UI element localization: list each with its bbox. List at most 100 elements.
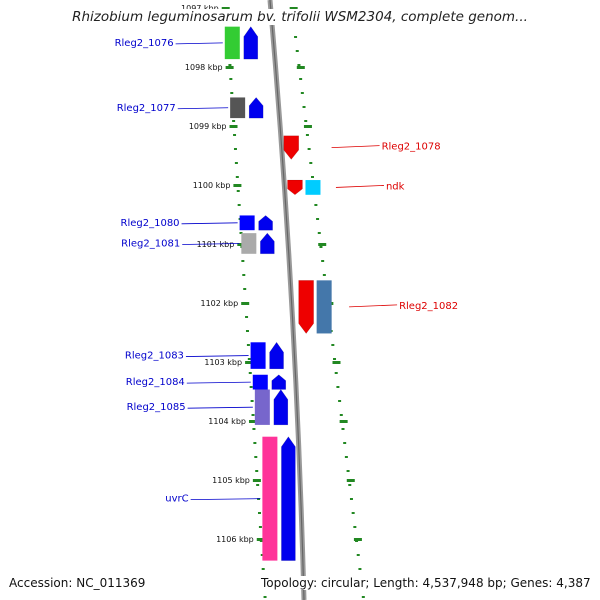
gene-arrow-g1085[interactable]: [273, 388, 289, 426]
tick-left: [221, 7, 230, 10]
gene-product-g1082[interactable]: [316, 280, 332, 334]
guide-dot-right: [321, 260, 325, 262]
gene-product-g1076[interactable]: [224, 26, 240, 60]
guide-dot-left: [255, 470, 259, 472]
gene-product-g1084[interactable]: [252, 374, 268, 390]
gene-product-g1077[interactable]: [230, 97, 246, 119]
guide-dot-right: [353, 526, 357, 528]
guide-dot-right: [310, 176, 314, 178]
gene-arrow-g1081[interactable]: [260, 232, 275, 255]
guide-dot-right: [314, 204, 318, 206]
gene-label-g1081[interactable]: Rleg2_1081: [121, 238, 180, 249]
guide-dot-right: [294, 36, 298, 38]
gene-arrow-guvrC[interactable]: [281, 436, 296, 561]
tick-right: [289, 7, 298, 10]
guide-dot-left: [236, 190, 240, 192]
gene-leader-g1084: [186, 381, 251, 384]
tick-right: [332, 361, 341, 364]
tick-left: [245, 361, 254, 364]
gene-leader-gndk: [335, 185, 384, 188]
tick-right: [318, 243, 327, 246]
guide-dot-left: [253, 442, 257, 444]
guide-dot-right: [307, 148, 311, 150]
guide-dot-right: [358, 568, 362, 570]
guide-dot-left: [245, 316, 249, 318]
tick-left: [233, 184, 242, 187]
gene-product-g1083[interactable]: [250, 342, 266, 369]
guide-dot-left: [248, 372, 252, 374]
guide-dot-left: [260, 554, 264, 556]
guide-dot-right: [346, 470, 350, 472]
guide-dot-left: [228, 64, 232, 66]
gene-label-gndk[interactable]: ndk: [386, 181, 405, 192]
topology-text: Topology: circular; Length: 4,537,948 bp…: [261, 576, 591, 590]
tick-left: [256, 538, 265, 541]
gene-product-g1081[interactable]: [241, 233, 257, 254]
tick-left: [248, 420, 257, 423]
gene-label-g1077[interactable]: Rleg2_1077: [117, 103, 176, 114]
guide-dot-left: [261, 568, 265, 570]
gene-product-g1085[interactable]: [254, 389, 270, 425]
guide-dot-left: [258, 526, 262, 528]
guide-dot-left: [230, 92, 234, 94]
gene-label-g1083[interactable]: Rleg2_1083: [125, 351, 184, 362]
guide-dot-left: [233, 134, 237, 136]
gene-arrow-g1077[interactable]: [248, 96, 264, 119]
guide-dot-left: [257, 512, 261, 514]
guide-dot-left: [234, 162, 238, 164]
guide-dot-right: [316, 218, 320, 220]
tick-right: [296, 66, 305, 69]
tick-right: [303, 125, 312, 128]
accession-text: Accession: NC_011369: [9, 576, 146, 590]
tick-left: [241, 302, 250, 305]
tick-label: 1101 kbp: [197, 240, 235, 249]
gene-label-g1082[interactable]: Rleg2_1082: [399, 301, 458, 312]
gene-label-guvrC[interactable]: uvrC: [165, 494, 188, 505]
guide-dot-right: [361, 596, 365, 598]
tick-left: [225, 66, 234, 69]
guide-dot-right: [299, 78, 303, 80]
guide-dot-right: [334, 372, 338, 374]
gene-arrow-g1078[interactable]: [283, 135, 300, 160]
gene-label-g1085[interactable]: Rleg2_1085: [127, 402, 186, 413]
gene-label-g1078[interactable]: Rleg2_1078: [382, 142, 441, 153]
guide-dot-right: [297, 64, 301, 66]
tick-label: 1099 kbp: [189, 122, 227, 131]
tick-label: 1105 kbp: [212, 476, 250, 485]
guide-dot-right: [333, 358, 337, 360]
guide-dot-left: [249, 386, 253, 388]
guide-dot-right: [348, 484, 352, 486]
gene-leader-g1085: [187, 406, 253, 409]
guide-dot-right: [317, 232, 321, 234]
gene-arrow-g1080[interactable]: [258, 215, 273, 231]
guide-dot-right: [339, 414, 343, 416]
gene-arrow-g1082[interactable]: [298, 280, 314, 334]
guide-dot-right: [302, 106, 306, 108]
gene-leader-g1077: [177, 107, 229, 110]
guide-dot-left: [247, 358, 251, 360]
gene-label-g1080[interactable]: Rleg2_1080: [121, 218, 180, 229]
guide-dot-right: [300, 92, 304, 94]
guide-dot-left: [235, 176, 239, 178]
gene-leader-guvrC: [190, 498, 261, 501]
guide-dot-right: [343, 442, 347, 444]
gene-leader-g1082: [349, 304, 398, 308]
guide-dot-right: [351, 512, 355, 514]
gene-product-guvrC[interactable]: [262, 436, 278, 561]
gene-arrow-g1084[interactable]: [271, 374, 287, 390]
tick-left: [237, 243, 246, 246]
gene-label-g1084[interactable]: Rleg2_1084: [126, 377, 185, 388]
tick-label: 1104 kbp: [208, 417, 246, 426]
guide-dot-left: [252, 428, 256, 430]
gene-label-g1076[interactable]: Rleg2_1076: [115, 38, 174, 49]
gene-arrow-g1076[interactable]: [243, 26, 259, 60]
guide-dot-right: [344, 456, 348, 458]
guide-dot-right: [331, 344, 335, 346]
gene-product-gndk[interactable]: [305, 180, 321, 195]
tick-label: 1097 kbp: [181, 4, 219, 13]
gene-arrow-g1083[interactable]: [269, 341, 284, 370]
gene-product-g1080[interactable]: [239, 215, 255, 231]
gene-arrow-gndk[interactable]: [287, 179, 303, 196]
guide-dot-left: [246, 344, 250, 346]
